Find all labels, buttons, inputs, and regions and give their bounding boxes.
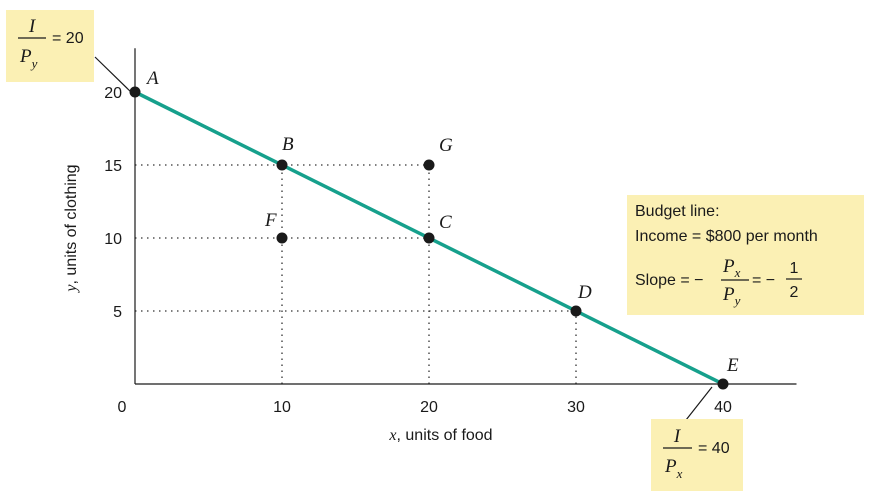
x-intercept-denominator: Px (664, 456, 683, 481)
y-axis-label: y, units of clothing (63, 164, 80, 293)
slope-numerator: Px (722, 256, 741, 280)
y-axis-var: y (63, 284, 80, 294)
slope-denominator: Py (722, 284, 741, 308)
x-tick-label: 20 (420, 399, 438, 416)
point-label-d: D (577, 282, 592, 303)
y-intercept-callout-bg (6, 10, 94, 82)
x-intercept-leader (685, 386, 713, 421)
y-intercept-value: = 20 (52, 30, 84, 47)
x-tick-label: 30 (567, 399, 585, 416)
slope-half-denominator: 2 (790, 284, 799, 301)
slope-half-numerator: 1 (790, 260, 799, 277)
data-points: A B C D E F G (129, 68, 739, 390)
y-tick-labels: 5 10 15 20 (104, 85, 122, 321)
x-axis-var: x (388, 427, 396, 444)
x-intercept-callout: I Px = 40 (651, 419, 743, 491)
x-axis-label: x, units of food (388, 427, 492, 444)
point-d (570, 305, 582, 317)
y-tick-label: 15 (104, 158, 122, 175)
y-intercept-denominator: Py (19, 46, 38, 71)
y-tick-label: 20 (104, 85, 122, 102)
point-label-a: A (145, 68, 159, 89)
point-a (129, 86, 141, 98)
point-g (423, 159, 435, 171)
point-b (276, 159, 288, 171)
point-label-f: F (264, 210, 277, 231)
y-tick-label: 5 (113, 304, 122, 321)
point-label-e: E (726, 355, 739, 376)
y-axis-text: , units of clothing (63, 164, 80, 284)
x-tick-labels: 0 10 20 30 40 (118, 399, 732, 416)
x-tick-label: 40 (714, 399, 732, 416)
x-intercept-numerator: I (673, 426, 682, 447)
x-tick-label: 10 (273, 399, 291, 416)
budget-line-box-title: Budget line: (635, 203, 720, 220)
x-tick-label: 0 (118, 399, 127, 416)
x-intercept-callout-bg (651, 419, 743, 491)
point-e (717, 378, 729, 390)
budget-line-box: Budget line: Income = $800 per month Slo… (627, 195, 864, 315)
point-c (423, 232, 435, 244)
y-tick-label: 10 (104, 231, 122, 248)
y-intercept-numerator: I (28, 16, 37, 37)
budget-line-box-income: Income = $800 per month (635, 228, 818, 245)
x-intercept-value: = 40 (698, 440, 730, 457)
point-f (276, 232, 288, 244)
x-axis-text: , units of food (397, 427, 493, 444)
slope-prefix: Slope = − (635, 272, 704, 289)
point-label-b: B (282, 134, 294, 155)
slope-equals: = − (752, 272, 775, 289)
guide-lines (135, 164, 577, 384)
point-label-g: G (439, 135, 453, 156)
budget-line-box-bg (627, 195, 864, 315)
y-intercept-leader (94, 56, 134, 95)
y-intercept-callout: I Py = 20 (6, 10, 94, 82)
point-label-c: C (439, 212, 452, 233)
